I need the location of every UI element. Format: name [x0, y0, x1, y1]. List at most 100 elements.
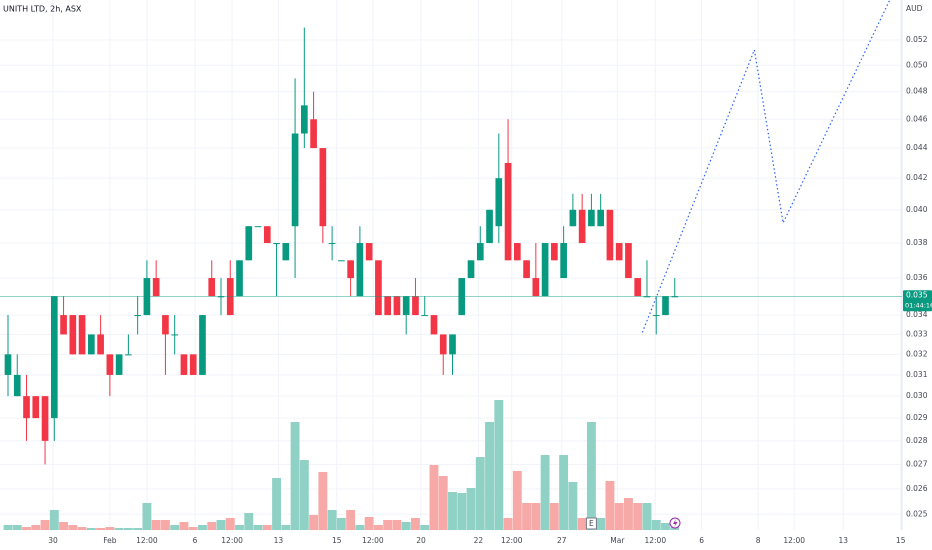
volume-bar: [420, 525, 430, 530]
volume-bar: [179, 522, 189, 530]
candle-body: [643, 296, 651, 298]
y-tick-label: 0.027: [906, 459, 928, 468]
volume-bar: [22, 527, 31, 530]
countdown: 01:44:16: [905, 301, 932, 309]
candle-body: [532, 278, 540, 297]
volume-bar: [12, 525, 22, 530]
volume-bar: [188, 527, 198, 530]
volume-bar: [392, 520, 402, 530]
last-price-label: 0.035: [906, 290, 928, 299]
y-tick-label: 0.038: [906, 238, 928, 247]
candle-body: [578, 209, 586, 244]
y-tick-label: 0.031: [906, 370, 928, 379]
volume-bar: [531, 503, 541, 530]
volume-bar: [299, 460, 309, 530]
candle-body: [97, 334, 104, 355]
x-tick-label: 15: [332, 536, 342, 545]
volume-bar: [661, 523, 670, 530]
volume-bar: [207, 522, 217, 530]
volume-bar: [3, 525, 13, 530]
candle-body: [375, 260, 382, 316]
volume-bar: [114, 528, 124, 530]
x-tick-label: 8: [756, 536, 761, 545]
y-tick-label: 0.030: [906, 391, 928, 400]
volume-bar: [253, 525, 263, 530]
candle-body: [523, 260, 530, 279]
candle-body: [615, 243, 623, 261]
volume-bar: [438, 476, 448, 530]
x-tick-label: 12:00: [644, 536, 666, 545]
volume-bar: [346, 510, 356, 530]
volume-bar: [160, 520, 170, 530]
volume-bar: [448, 492, 457, 530]
candle-body: [356, 243, 364, 297]
y-tick-label: 0.036: [906, 273, 928, 282]
y-tick-label: 0.028: [906, 436, 928, 445]
volume-bar: [31, 525, 41, 530]
grid: [0, 0, 902, 530]
candle-body: [569, 209, 577, 227]
volume-bar: [457, 493, 467, 530]
candle-body: [652, 315, 660, 317]
volume-bar: [624, 498, 633, 530]
volume-bar: [216, 520, 226, 530]
x-tick-label: 13: [839, 536, 849, 545]
candle-body: [4, 354, 12, 375]
y-tick-label: 0.033: [906, 329, 928, 338]
candle-body: [254, 226, 262, 228]
volume-bar: [96, 528, 106, 530]
candle-body: [273, 243, 280, 245]
y-tick-label: 0.042: [906, 173, 928, 182]
volume-bar: [309, 515, 319, 530]
volume-bar: [401, 522, 411, 530]
volume-bar: [123, 528, 133, 530]
candle-body: [402, 296, 410, 316]
volume-bar: [59, 522, 69, 530]
volume-bar: [605, 481, 615, 530]
volume-bar: [373, 525, 383, 530]
candle-body: [236, 260, 243, 297]
y-tick-label: 0.046: [906, 114, 928, 123]
candle-body: [467, 260, 475, 279]
x-tick-label: 20: [416, 536, 426, 545]
candle-body: [384, 296, 392, 316]
volume-bar: [540, 455, 550, 530]
candle-body: [189, 354, 197, 375]
volume-bar: [383, 520, 393, 530]
volume-bar: [40, 520, 50, 530]
volume-bar: [225, 518, 235, 530]
volume-bar: [290, 422, 300, 530]
volume-bar: [642, 503, 652, 530]
candle-body: [162, 315, 169, 335]
y-tick-label: 0.044: [906, 143, 928, 152]
candle-body: [152, 278, 160, 297]
x-tick-label: 30: [48, 536, 58, 545]
candle-body: [263, 226, 271, 244]
candle-body: [421, 315, 429, 317]
candle-body: [78, 315, 86, 355]
candle-body: [319, 148, 327, 227]
candle-body: [301, 105, 308, 134]
y-tick-label: 0.032: [906, 349, 928, 358]
y-tick-label: 0.040: [906, 205, 928, 214]
chart-title: UNITH LTD, 2h, ASX: [3, 5, 82, 14]
volume-bar: [68, 525, 78, 530]
candle-body: [106, 354, 114, 375]
candle-body: [328, 243, 336, 245]
candle-body: [449, 334, 456, 355]
candle-body: [60, 315, 67, 335]
volume-bar: [559, 455, 569, 530]
candle-body: [180, 354, 188, 375]
volume-bar: [355, 525, 365, 530]
x-tick-label: 6: [699, 536, 704, 545]
candle-body: [291, 133, 299, 227]
volume-bar: [170, 525, 180, 530]
candle-body: [430, 315, 438, 335]
candle-body: [208, 278, 216, 297]
candle-body: [310, 119, 317, 149]
volume-bar: [670, 527, 680, 530]
candle-body: [347, 260, 354, 279]
candle-body: [597, 209, 605, 227]
volume-bar: [235, 525, 244, 530]
